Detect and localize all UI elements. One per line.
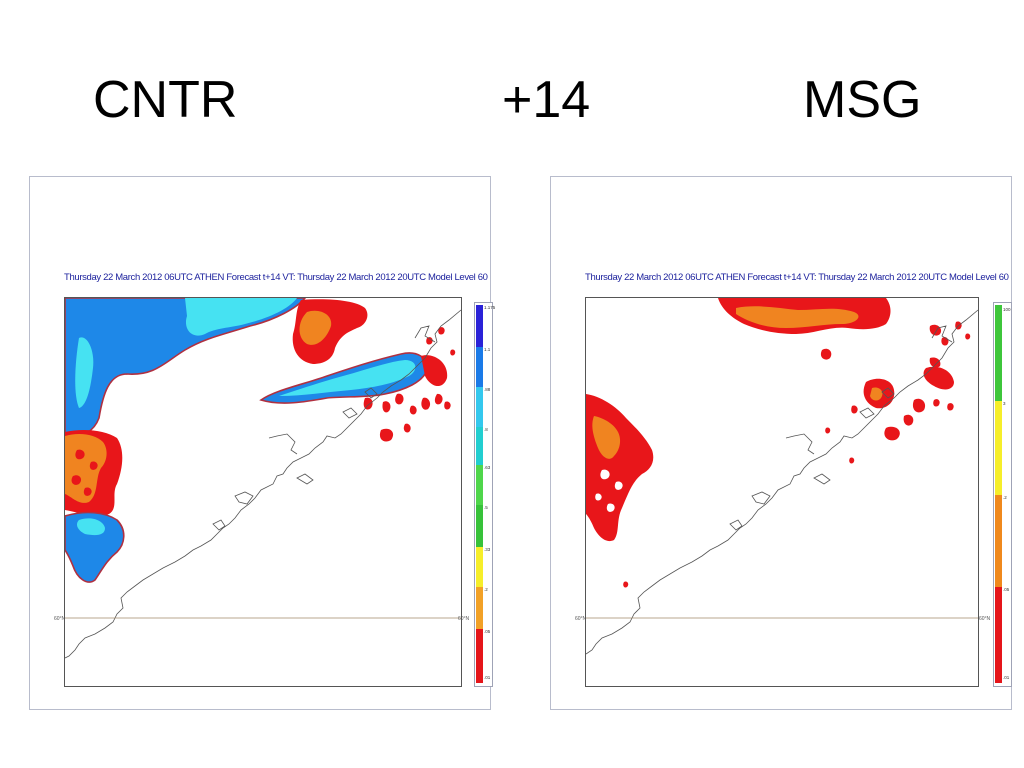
cntr-map-svg	[65, 298, 461, 659]
msg-red-cluster-west	[586, 394, 654, 542]
cntr-orange-patch-north	[299, 310, 332, 345]
cntr-colorbar-seg	[476, 629, 483, 683]
cntr-red-blobs-west	[71, 449, 98, 496]
msg-coastline	[586, 309, 978, 655]
cntr-orange-cluster-west	[65, 434, 107, 503]
cntr-colorbar-tick: .01	[484, 675, 491, 680]
cntr-colorbar-tick: 1.1	[484, 347, 491, 352]
cntr-colorbar-tick: .2	[484, 587, 488, 592]
msg-colorbar-tick: .05	[1003, 587, 1010, 592]
cntr-colorbar-tick: .63	[484, 465, 491, 470]
msg-colorbar-tick: 100	[1003, 307, 1011, 312]
msg-map-title: Thursday 22 March 2012 06UTC ATHEN Forec…	[585, 272, 1009, 283]
msg-colorbar-seg	[995, 495, 1002, 587]
msg-cloudfree-holes-west	[595, 469, 623, 512]
cntr-colorbar-tick: .88	[484, 387, 491, 392]
heading-msg: MSG	[803, 71, 922, 129]
cntr-coastline	[65, 309, 461, 659]
cntr-map-area	[64, 297, 462, 687]
cntr-colorbar-tick: 1.175	[484, 305, 496, 310]
msg-colorbar: 100 3 .2 .05 .01	[993, 302, 1012, 687]
msg-orange-band-north	[736, 306, 859, 328]
msg-map-area	[585, 297, 979, 687]
msg-lat-label-right: 60°N	[979, 616, 991, 622]
msg-lat-label-left: 60°N	[575, 616, 587, 622]
cntr-colorbar-seg	[476, 587, 483, 629]
cntr-colorbar-seg	[476, 305, 483, 347]
msg-colorbar-tick: .2	[1003, 495, 1007, 500]
cntr-red-specks-east	[363, 327, 456, 442]
msg-map-panel: Thursday 22 March 2012 06UTC ATHEN Forec…	[550, 176, 1012, 710]
cntr-ice-cloud-north-cyan	[185, 298, 297, 336]
cntr-colorbar-tick: .05	[484, 629, 491, 634]
cntr-ice-cloud-north	[65, 298, 307, 439]
cntr-colorbar-seg	[476, 465, 483, 505]
cntr-colorbar-seg	[476, 547, 483, 587]
heading-forecast-hour: +14	[502, 71, 591, 129]
cntr-colorbar-seg	[476, 347, 483, 387]
cntr-ice-cloud-north-cyan2	[75, 337, 94, 408]
cntr-colorbar-seg	[476, 387, 483, 427]
msg-colorbar-seg	[995, 587, 1002, 683]
msg-colorbar-tick: .01	[1003, 675, 1010, 680]
msg-red-blobs-east	[623, 321, 971, 588]
cntr-colorbar: 1.175 1.1 .88 .8 .63 .5 .33 .2 .05 .01	[474, 302, 496, 687]
msg-orange-cluster-west	[592, 416, 621, 459]
cntr-ice-cloud-south-cyan	[77, 518, 105, 536]
msg-map-svg	[586, 298, 978, 655]
cntr-ice-cloud-band-cyan	[279, 360, 416, 396]
msg-red-speck-a	[820, 348, 832, 360]
cntr-colorbar-seg	[476, 505, 483, 547]
cntr-map-title: Thursday 22 March 2012 06UTC ATHEN Forec…	[64, 272, 488, 283]
cntr-colorbar-seg	[476, 427, 483, 465]
msg-colorbar-tick: 3	[1003, 401, 1006, 406]
heading-cntr: CNTR	[93, 71, 238, 129]
cntr-lat-label-left: 60°N	[54, 616, 66, 622]
msg-colorbar-seg	[995, 305, 1002, 401]
cntr-colorbar-tick: .33	[484, 547, 491, 552]
cntr-colorbar-tick: .5	[484, 505, 488, 510]
msg-colorbar-seg	[995, 401, 1002, 495]
cntr-lat-label-right: 60°N	[458, 616, 470, 622]
cntr-map-panel: Thursday 22 March 2012 06UTC ATHEN Forec…	[29, 176, 496, 710]
cntr-colorbar-tick: .8	[484, 427, 488, 432]
